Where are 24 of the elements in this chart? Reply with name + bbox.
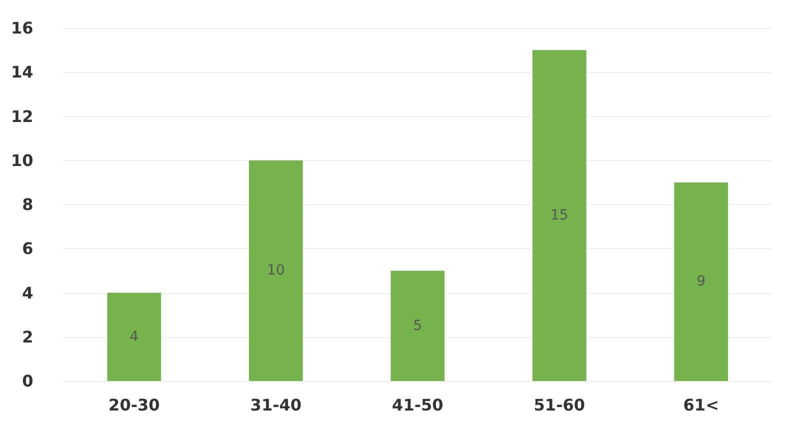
data-label: 5 bbox=[413, 318, 422, 334]
x-tick-label: 61< bbox=[683, 396, 719, 414]
bar bbox=[532, 50, 586, 381]
bar bbox=[248, 160, 303, 381]
bar bbox=[390, 270, 445, 381]
y-tick-label: 8 bbox=[22, 195, 34, 214]
bar bbox=[107, 292, 162, 381]
y-tick-label: 0 bbox=[22, 372, 34, 390]
y-tick-label: 10 bbox=[11, 150, 34, 170]
y-tick-label: 14 bbox=[11, 62, 34, 82]
x-tick-label: 41-50 bbox=[392, 396, 444, 414]
x-tick-label: 31-40 bbox=[250, 396, 302, 414]
y-tick-label: 6 bbox=[22, 239, 34, 258]
y-tick-label: 2 bbox=[22, 327, 34, 346]
data-label: 10 bbox=[266, 262, 285, 279]
x-tick-label: 20-30 bbox=[108, 396, 160, 414]
data-label: 9 bbox=[696, 274, 706, 290]
x-tick-label: 51-60 bbox=[534, 396, 585, 414]
bar bbox=[674, 182, 728, 381]
y-tick-label: 4 bbox=[22, 283, 34, 302]
data-label: 4 bbox=[130, 328, 139, 345]
data-label: 15 bbox=[550, 208, 568, 224]
y-tick-label: 16 bbox=[11, 18, 34, 38]
y-tick-label: 12 bbox=[11, 106, 34, 126]
